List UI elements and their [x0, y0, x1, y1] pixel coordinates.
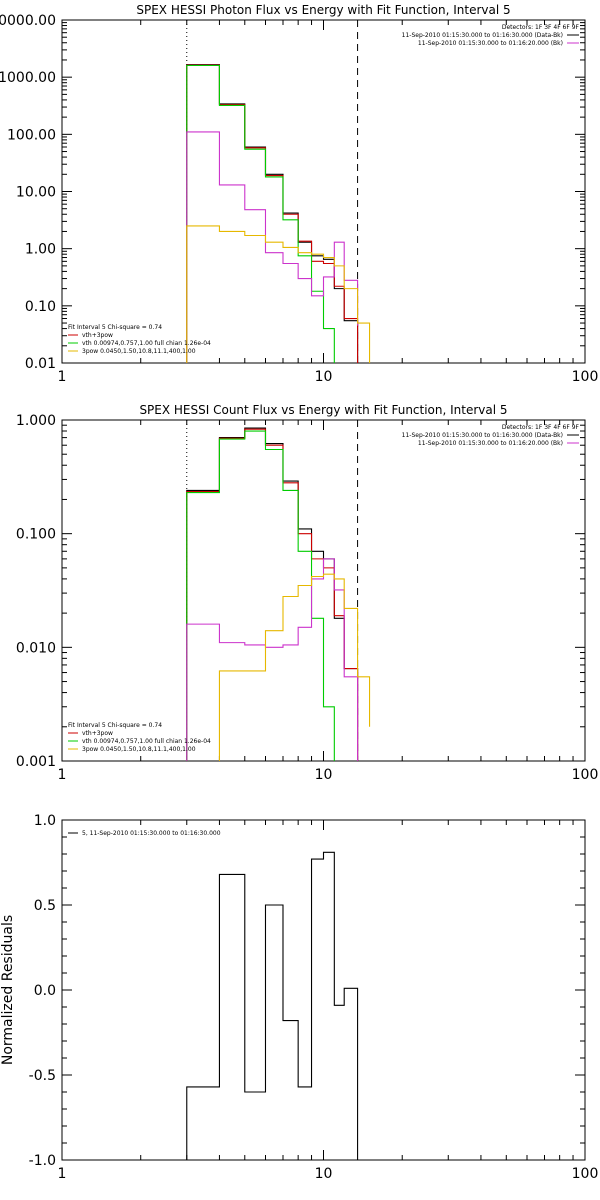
- x-tick-label: 10: [315, 767, 333, 783]
- legend-label: 11-Sep-2010 01:15:30.000 to 01:16:20.000…: [418, 40, 563, 47]
- data-series-1: [186, 851, 359, 1160]
- y-tick-label: 1000.00: [0, 70, 56, 86]
- plot-frame: [61, 419, 586, 762]
- y-tick-label: 10000.00: [0, 13, 56, 29]
- legend-label: Fit Interval 5 Chi-square = 0.74: [68, 324, 162, 331]
- legend-label: 11-Sep-2010 01:15:30.000 to 01:16:20.000…: [418, 440, 563, 447]
- legend-label: Fit Interval 5 Chi-square = 0.74: [68, 722, 162, 729]
- legend-label: vth 0.00974,0.757,1.00 full chian 1.26e-…: [82, 340, 211, 347]
- x-tick-label: 10: [315, 1166, 333, 1182]
- data-series-2: [186, 428, 359, 761]
- legend-label: vth 0.00974,0.757,1.00 full chian 1.26e-…: [82, 738, 211, 745]
- legend-label: vth+3pow: [82, 730, 113, 737]
- data-series-4: [186, 558, 359, 761]
- chart-panel-2: SPEX HESSI Count Flux vs Energy with Fit…: [16, 403, 599, 783]
- plot-frame: [61, 819, 586, 1161]
- x-tick-label: 1: [58, 369, 67, 385]
- data-series-4: [186, 131, 359, 363]
- legend-label: vth+3pow: [82, 332, 113, 339]
- legend-label: 11-Sep-2010 01:15:30.000 to 01:16:30.000…: [402, 32, 563, 39]
- y-tick-label: 0.5: [34, 898, 56, 914]
- legend-label: 3pow 0.0450,1.50,10.8,11.1,400,1.00: [82, 348, 196, 355]
- legend-label: Detectors: 1F 3F 4F 6F 9F: [502, 24, 580, 31]
- y-tick-label: -0.5: [29, 1068, 56, 1084]
- x-tick-label: 100: [572, 767, 599, 783]
- x-tick-label: 1: [58, 767, 67, 783]
- chart-panel-1: SPEX HESSI Photon Flux vs Energy with Fi…: [0, 3, 599, 385]
- x-tick-label: 100: [572, 369, 599, 385]
- y-tick-label: 1.0: [34, 813, 56, 829]
- data-series-1: [186, 427, 359, 761]
- y-tick-label: 0.0: [34, 983, 56, 999]
- y-tick-label: 10.00: [16, 185, 56, 201]
- y-tick-label: 1.00: [25, 242, 56, 258]
- chart-panel-3: 1 10 100 -1.0 -0.5 0.0 0.5 1.0 Normalized Residu…: [0, 813, 598, 1182]
- legend-label: Detectors: 1F 3F 4F 6F 9F: [502, 424, 580, 431]
- y-tick-label: 0.10: [25, 299, 56, 315]
- y-axis-label: Normalized Residuals: [0, 915, 16, 1065]
- y-tick-label: 1.000: [16, 413, 56, 429]
- data-series-5: [186, 225, 371, 363]
- chart-title: SPEX HESSI Photon Flux vs Energy with Fi…: [136, 3, 510, 17]
- x-tick-label: 10: [315, 369, 333, 385]
- y-tick-label: 0.100: [16, 527, 56, 543]
- data-series-3: [186, 64, 335, 363]
- chart-title: SPEX HESSI Count Flux vs Energy with Fit…: [139, 403, 507, 417]
- data-series-3: [186, 430, 335, 761]
- y-tick-label: 0.01: [25, 356, 56, 372]
- legend-label: 11-Sep-2010 01:15:30.000 to 01:16:30.000…: [402, 432, 563, 439]
- y-tick-label: 0.001: [16, 754, 56, 770]
- x-tick-label: 1: [58, 1166, 67, 1182]
- legend-label: 5, 11-Sep-2010 01:15:30.000 to 01:16:30.…: [82, 830, 221, 837]
- data-series-5: [218, 573, 371, 761]
- y-tick-label: -1.0: [29, 1153, 56, 1169]
- legend-label: 3pow 0.0450,1.50,10.8,11.1,400,1.00: [82, 746, 196, 753]
- y-tick-label: 0.010: [16, 640, 56, 656]
- y-tick-label: 100.00: [7, 127, 56, 143]
- x-tick-label: 100: [572, 1166, 599, 1182]
